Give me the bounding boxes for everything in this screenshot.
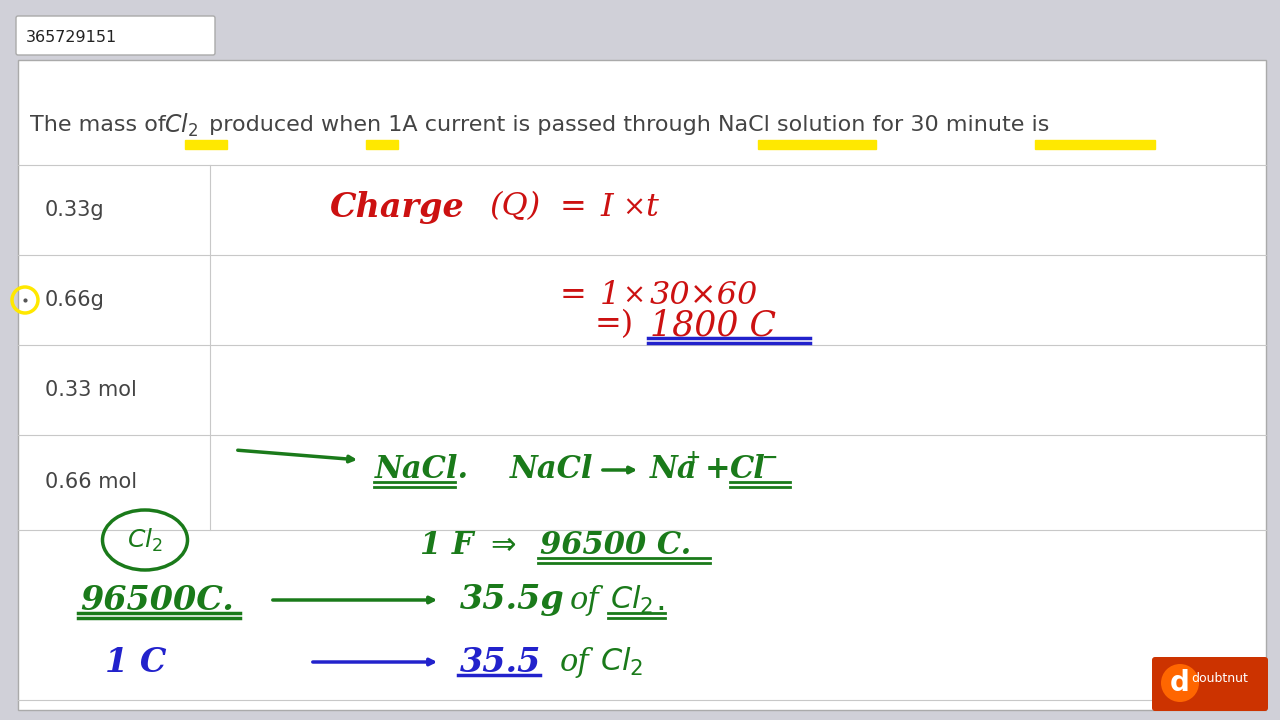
Bar [1036, 140, 1155, 149]
Text: doubtnut: doubtnut [1192, 672, 1248, 685]
Text: The mass of: The mass of [29, 115, 173, 135]
Text: of: of [570, 585, 599, 616]
Bar [366, 140, 398, 149]
Text: 96500C.: 96500C. [79, 583, 234, 616]
Text: NaCl: NaCl [509, 454, 594, 485]
Text: $\mathbf{\mathit{Cl_2}}$: $\mathbf{\mathit{Cl_2}}$ [164, 112, 198, 138]
Text: +: + [685, 449, 700, 467]
Text: =: = [561, 279, 586, 310]
Text: ×: × [622, 194, 645, 220]
Text: t: t [645, 192, 658, 222]
Text: d: d [1170, 669, 1190, 697]
Text: 1: 1 [600, 279, 621, 310]
Text: 96500 C.: 96500 C. [540, 529, 691, 560]
Bar [186, 140, 227, 149]
Text: Charge: Charge [330, 191, 465, 223]
Text: NaCl.: NaCl. [375, 454, 470, 485]
FancyBboxPatch shape [15, 16, 215, 55]
Text: .: . [655, 583, 666, 616]
Text: 365729151: 365729151 [26, 30, 118, 45]
Ellipse shape [1161, 664, 1199, 702]
Text: 0.33 mol: 0.33 mol [45, 380, 137, 400]
FancyBboxPatch shape [1152, 657, 1268, 711]
Text: +: + [705, 454, 731, 485]
Text: I: I [600, 192, 613, 222]
Text: $Cl_2$: $Cl_2$ [611, 584, 653, 616]
Text: Na: Na [650, 454, 698, 485]
Text: =: = [561, 192, 586, 222]
Text: −: − [762, 449, 778, 467]
Text: 1800 C: 1800 C [650, 308, 776, 342]
Text: (Q): (Q) [490, 192, 541, 222]
Text: of: of [561, 647, 590, 678]
Text: 1 F: 1 F [420, 529, 474, 560]
Text: 35.5g: 35.5g [460, 583, 564, 616]
Text: 0.66 mol: 0.66 mol [45, 472, 137, 492]
Text: $Cl_2$: $Cl_2$ [127, 526, 163, 554]
Text: Cl: Cl [730, 454, 765, 485]
Text: =): =) [595, 310, 634, 341]
Text: produced when 1A current is passed through NaCl solution for 30 minute is: produced when 1A current is passed throu… [202, 115, 1050, 135]
Text: 0.33g: 0.33g [45, 200, 105, 220]
Text: 1 C: 1 C [105, 646, 166, 678]
Bar [758, 140, 876, 149]
Text: $Cl_2$: $Cl_2$ [600, 646, 644, 678]
Text: ×: × [622, 282, 645, 308]
Text: 35.5: 35.5 [460, 646, 541, 678]
Text: ⇒: ⇒ [490, 531, 516, 559]
Text: 0.66g: 0.66g [45, 290, 105, 310]
Text: 30×60: 30×60 [650, 279, 758, 310]
